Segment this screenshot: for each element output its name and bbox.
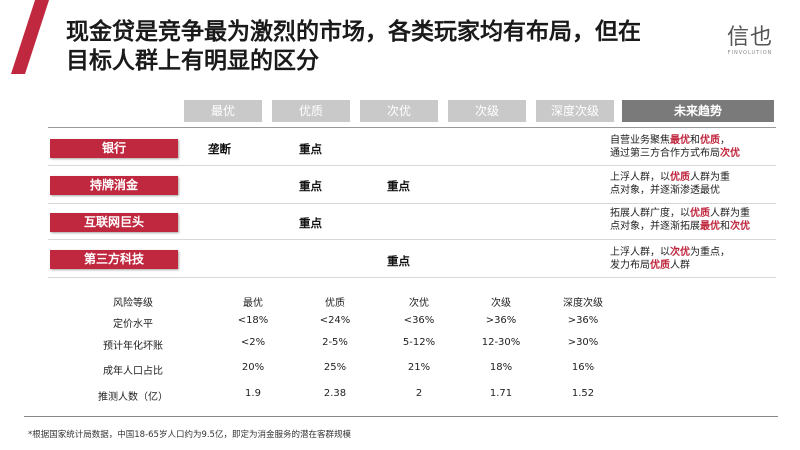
footnote-divider <box>24 416 778 417</box>
risk-table-cell: <2% <box>240 337 266 348</box>
footnote: *根据国家统计局数据，中国18-65岁人口约为9.5亿，即定为消金服务的潜在客群… <box>28 430 351 440</box>
text-segment: 上浮人群，以 <box>610 247 670 258</box>
risk-table-cell: 1.52 <box>571 388 595 399</box>
col-header-best: 最优 <box>184 100 262 122</box>
player-label-third-party-tech: 第三方科技 <box>50 250 178 269</box>
future-trend-bank: 自营业务聚焦最优和优质， 通过第三方合作方式布局次优 <box>610 134 780 160</box>
cell-third-party-near-prime: 重点 <box>387 254 410 268</box>
future-trend-line: 拓展人群广度，以优质人群为重 <box>610 207 780 220</box>
risk-table-header-subprime: 次级 <box>491 298 511 309</box>
company-logo: 信也 FINVOLUTION <box>720 25 780 57</box>
risk-table-cell: <36% <box>403 315 435 326</box>
cell-internet-prime: 重点 <box>299 216 322 230</box>
cell-bank-prime: 重点 <box>299 142 322 156</box>
risk-table-cell: 25% <box>323 362 347 373</box>
risk-table-header-deep-subprime: 深度次级 <box>563 298 603 309</box>
highlighted-segment: 最优 <box>700 221 720 232</box>
text-segment: 和 <box>720 221 730 232</box>
title-line-1: 现金贷是竞争最为激烈的市场，各类玩家均有布局，但在 <box>66 19 641 45</box>
risk-table-cell: <18% <box>237 315 269 326</box>
risk-table-cell: 2 <box>415 388 423 399</box>
cell-bank-best: 垄断 <box>208 142 231 156</box>
cell-licensed-prime: 重点 <box>299 179 322 193</box>
col-header-prime: 优质 <box>272 100 350 122</box>
highlighted-segment: 优质 <box>670 172 690 183</box>
col-header-near-prime: 次优 <box>360 100 438 122</box>
risk-table-row-label: 推测人数（亿） <box>98 392 168 403</box>
player-label-licensed-consumer-finance: 持牌消金 <box>50 176 178 195</box>
row-divider <box>48 277 776 278</box>
risk-table-cell: 1.9 <box>245 388 261 399</box>
title-line-2: 目标人群上有明显的区分 <box>66 48 319 74</box>
accent-slash <box>11 0 51 74</box>
header-divider <box>48 127 776 128</box>
logo-mark: 信也 <box>726 25 773 50</box>
risk-table-cell: >30% <box>567 337 599 348</box>
player-label-internet-giants: 互联网巨头 <box>50 213 178 232</box>
col-header-future-trend: 未来趋势 <box>622 100 774 122</box>
text-segment: 自营业务聚焦 <box>610 135 670 146</box>
highlighted-segment: 优质 <box>700 135 720 146</box>
risk-table-cell: >36% <box>567 315 599 326</box>
future-trend-line: 自营业务聚焦最优和优质， <box>610 134 780 147</box>
text-segment: 为重点， <box>690 247 730 258</box>
future-trend-line: 上浮人群，以次优为重点， <box>610 246 780 259</box>
future-trend-line: 发力布局优质人群 <box>610 259 780 272</box>
future-trend-line: 点对象，并逐渐拓展最优和次优 <box>610 220 780 233</box>
risk-table-cell: 1.71 <box>489 388 513 399</box>
slide-title: 现金贷是竞争最为激烈的市场，各类玩家均有布局，但在 目标人群上有明显的区分 <box>66 18 706 76</box>
risk-table-cell: 12-30% <box>481 337 521 348</box>
future-trend-line: 通过第三方合作方式布局次优 <box>610 147 780 160</box>
text-segment: ， <box>720 135 730 146</box>
risk-table-cell: 16% <box>571 362 595 373</box>
risk-table-row-label: 定价水平 <box>113 319 153 330</box>
player-label-bank: 银行 <box>50 139 178 158</box>
text-segment: 和 <box>690 135 700 146</box>
risk-table-cell: <24% <box>319 315 351 326</box>
highlighted-segment: 次优 <box>720 148 740 159</box>
risk-table-row-label: 预计年化坏账 <box>103 341 163 352</box>
row-divider <box>48 165 776 166</box>
risk-table-header-near-prime: 次优 <box>409 298 429 309</box>
risk-table-cell: >36% <box>485 315 517 326</box>
text-segment: 点对象，并逐渐拓展 <box>610 221 700 232</box>
highlighted-segment: 最优 <box>670 135 690 146</box>
text-segment: 发力布局 <box>610 260 650 271</box>
risk-table-header-label: 风险等级 <box>113 298 153 309</box>
future-trend-third-party-tech: 上浮人群，以次优为重点， 发力布局优质人群 <box>610 246 780 272</box>
text-segment: 人群为重 <box>710 208 750 219</box>
risk-table-header-best: 最优 <box>243 298 263 309</box>
col-header-deep-subprime: 深度次级 <box>536 100 614 122</box>
text-segment: 拓展人群广度，以 <box>610 208 690 219</box>
highlighted-segment: 优质 <box>690 208 710 219</box>
future-trend-internet-giants: 拓展人群广度，以优质人群为重 点对象，并逐渐拓展最优和次优 <box>610 207 780 233</box>
cell-licensed-near-prime: 重点 <box>387 179 410 193</box>
text-segment: 人群为重 <box>690 172 730 183</box>
risk-table-header-prime: 优质 <box>325 298 345 309</box>
risk-table-row-label: 成年人口占比 <box>103 366 163 377</box>
highlighted-segment: 次优 <box>730 221 750 232</box>
risk-table-cell: 21% <box>407 362 431 373</box>
highlighted-segment: 优质 <box>650 260 670 271</box>
risk-table-cell: 20% <box>241 362 265 373</box>
logo-subtitle: FINVOLUTION <box>727 50 773 56</box>
text-segment: 点对象，并逐渐渗透最优 <box>610 185 720 196</box>
col-header-subprime: 次级 <box>448 100 526 122</box>
row-divider <box>48 239 776 240</box>
future-trend-line: 点对象，并逐渐渗透最优 <box>610 184 780 197</box>
row-divider <box>48 203 776 204</box>
risk-table-cell: 2-5% <box>322 337 348 348</box>
risk-table-cell: 5-12% <box>402 337 436 348</box>
highlighted-segment: 次优 <box>670 247 690 258</box>
text-segment: 人群 <box>670 260 690 271</box>
risk-table-cell: 18% <box>489 362 513 373</box>
text-segment: 通过第三方合作方式布局 <box>610 148 720 159</box>
text-segment: 上浮人群，以 <box>610 172 670 183</box>
future-trend-line: 上浮人群，以优质人群为重 <box>610 171 780 184</box>
risk-table-cell: 2.38 <box>323 388 347 399</box>
future-trend-licensed-consumer-finance: 上浮人群，以优质人群为重 点对象，并逐渐渗透最优 <box>610 171 780 197</box>
